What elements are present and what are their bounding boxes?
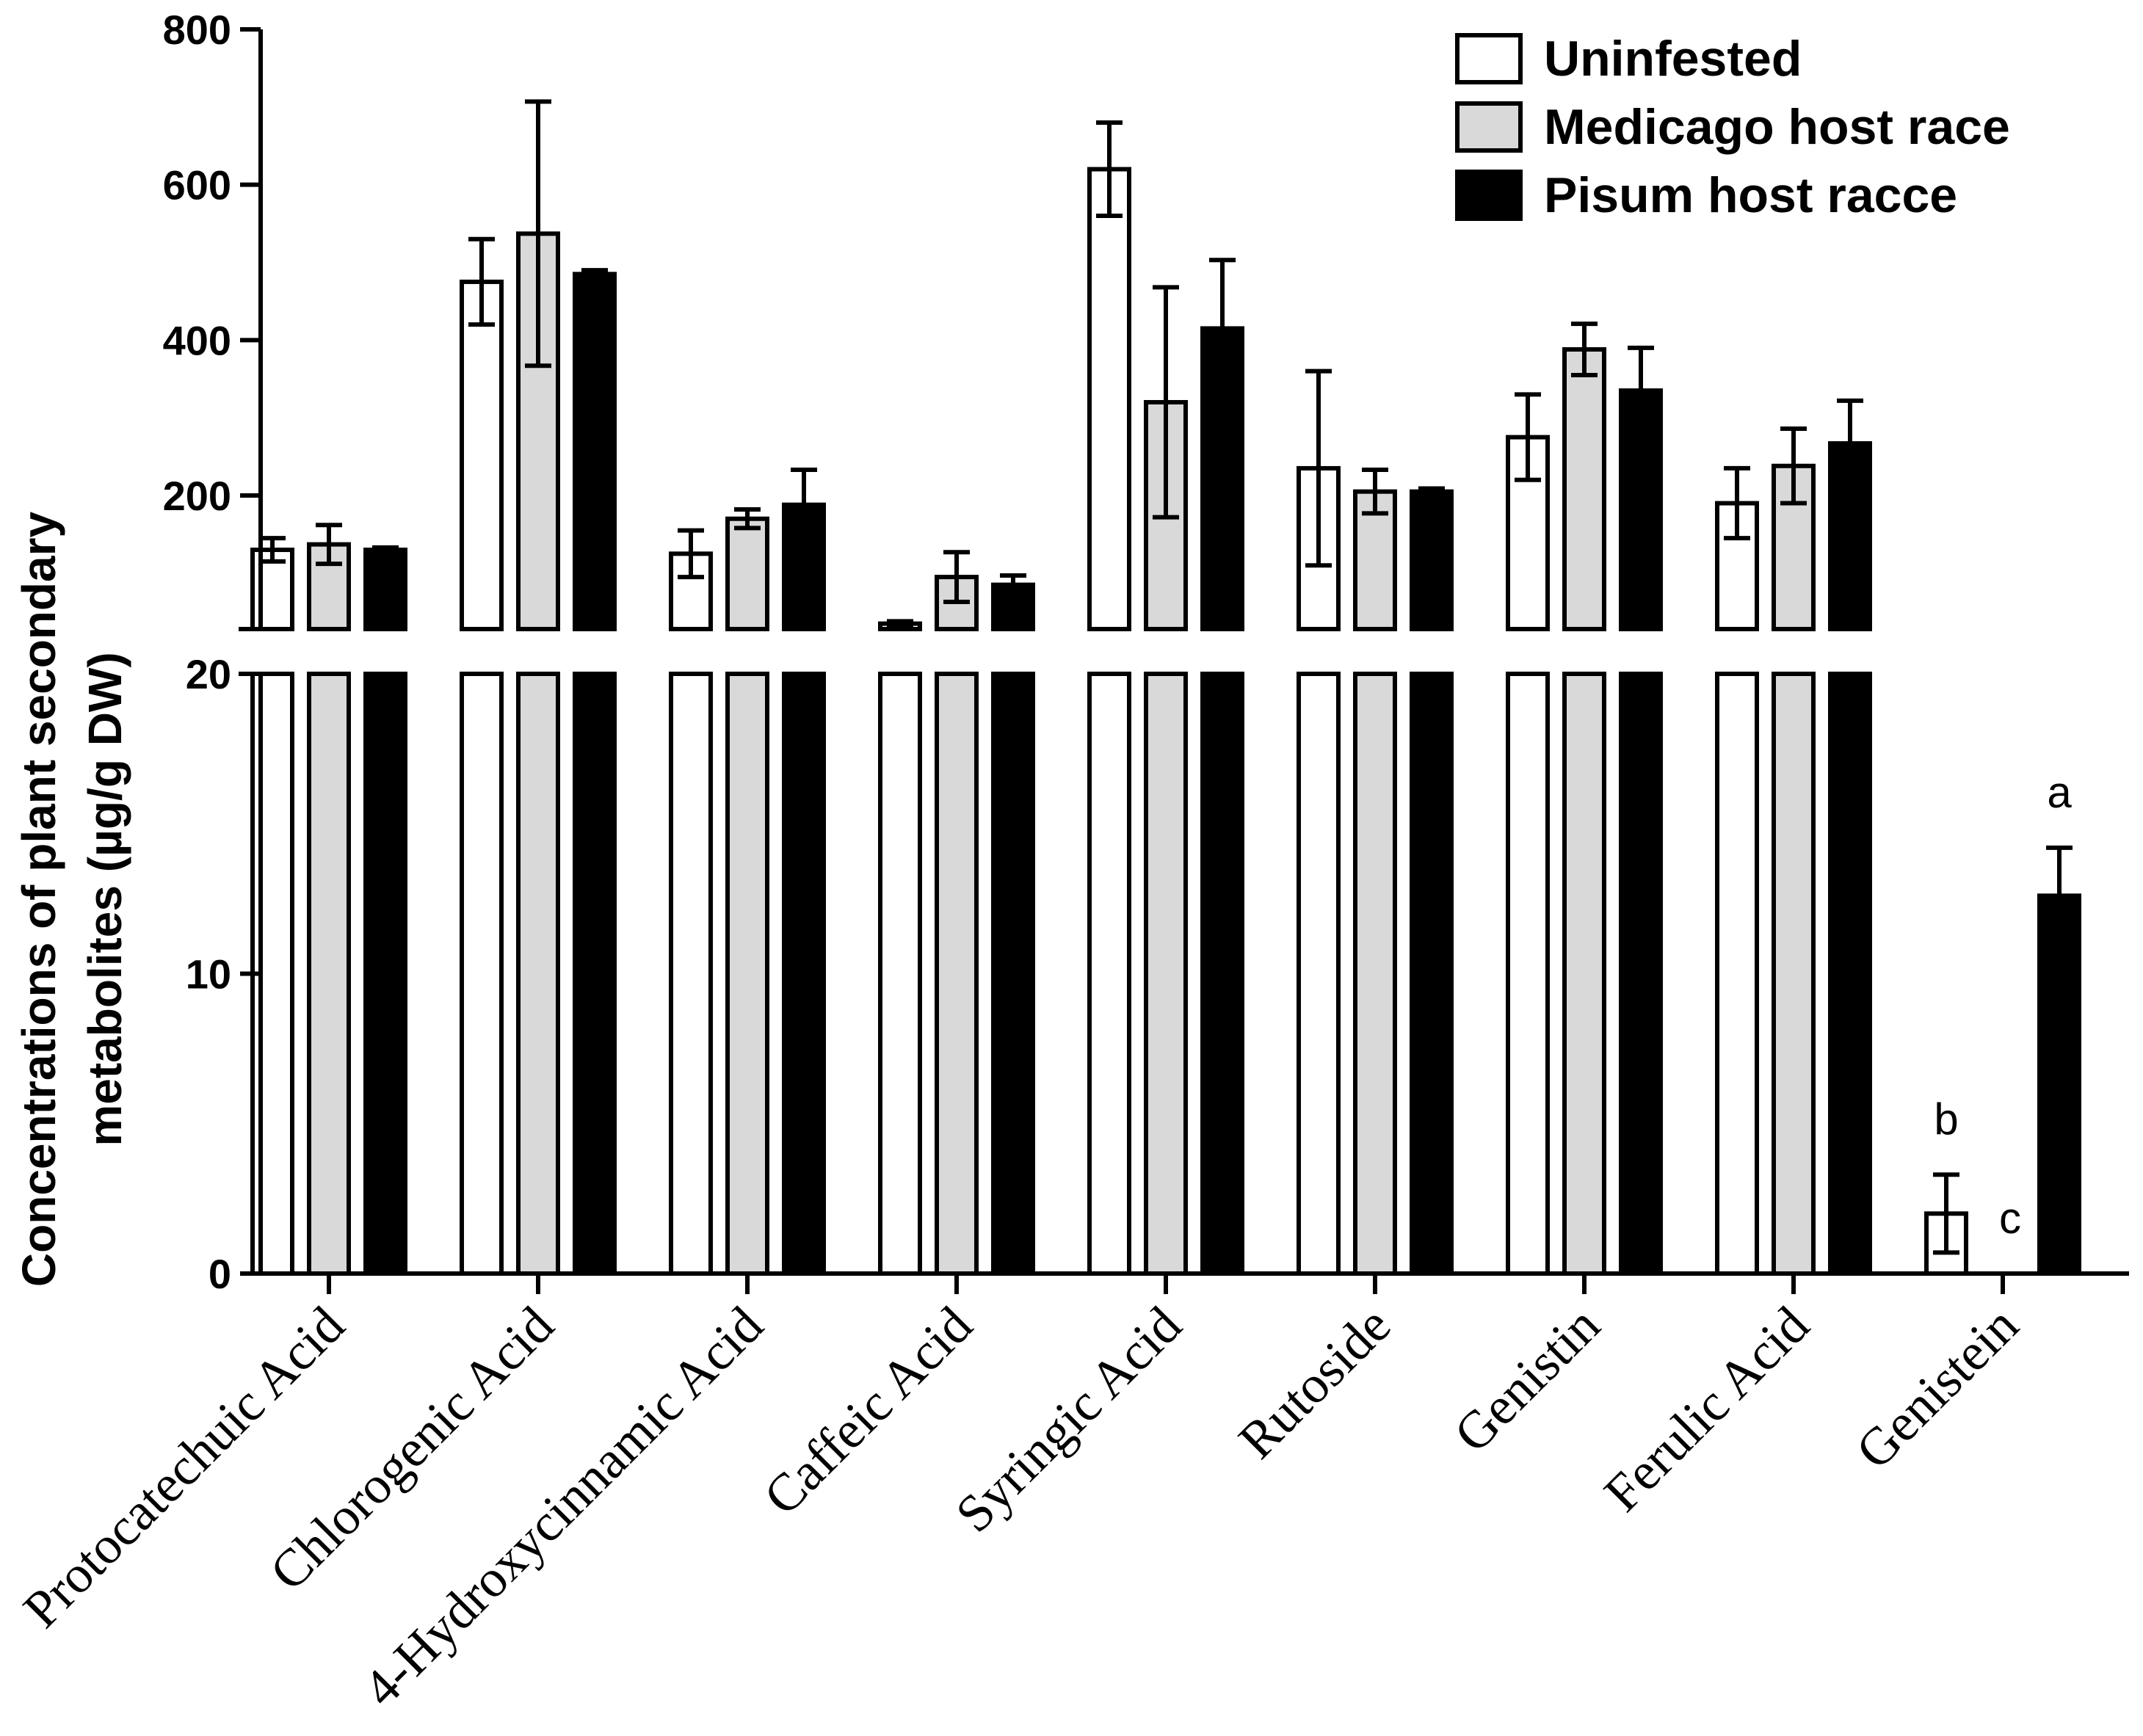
legend-swatch-3	[1455, 170, 1523, 221]
bar-1-5	[1087, 167, 1131, 631]
x-tick-label-7: Genistin	[1443, 1296, 1611, 1464]
bar-1-3-lower	[669, 672, 713, 1276]
axis-break-gap	[231, 631, 2143, 672]
bar-2-6-lower	[1353, 672, 1397, 1276]
bar-2-4-lower	[935, 672, 979, 1276]
legend-label-3: Pisum host racce	[1544, 167, 1957, 223]
significance-label-b: b	[1934, 1094, 1958, 1144]
x-tick-label-8: Ferulic Acid	[1593, 1296, 1821, 1523]
x-tick-label-6: Rutoside	[1228, 1296, 1402, 1470]
bar-1-5-lower	[1087, 672, 1131, 1276]
y-tick-label-lower-10: 10	[186, 951, 231, 998]
bar-3-4-lower	[991, 672, 1035, 1276]
bar-3-5-lower	[1200, 672, 1244, 1276]
legend: Uninfested Medicago host race Pisum host r…	[1455, 31, 2010, 223]
bar-3-7-lower	[1619, 672, 1663, 1276]
bar-1-6-lower	[1297, 672, 1341, 1276]
legend-label-1: Uninfested	[1544, 31, 1802, 87]
bar-3-1-lower	[363, 672, 407, 1276]
bar-3-2	[573, 272, 617, 631]
x-tick-label-5: Syringic Acid	[944, 1296, 1192, 1544]
bar-2-2-lower	[516, 672, 560, 1276]
bar-2-5-lower	[1144, 672, 1188, 1276]
bar-3-1	[363, 548, 407, 631]
y-axis-title-line2: metabolites (µg/g DW)	[79, 652, 131, 1146]
x-tick-label-4: Caffeic Acid	[753, 1296, 983, 1526]
bar-2-7-lower	[1562, 672, 1606, 1276]
bar-3-6	[1410, 489, 1454, 631]
bar-2-1-lower	[307, 672, 351, 1276]
bar-1-8-lower	[1715, 672, 1759, 1276]
significance-label-c: c	[1999, 1194, 2021, 1243]
bar-3-9	[2037, 893, 2081, 1276]
y-tick-label-upper-800: 800	[163, 7, 231, 53]
bar-3-6-lower	[1410, 672, 1454, 1276]
y-tick-label-upper-200: 200	[163, 473, 231, 519]
bar-1-7-lower	[1506, 672, 1550, 1276]
bar-2-3-lower	[725, 672, 769, 1276]
y-axis-title-line1: Concentrations of plant secondary	[12, 512, 65, 1288]
legend-swatch-1	[1455, 33, 1523, 84]
legend-label-2: Medicago host race	[1544, 99, 2010, 155]
legend-swatch-2	[1455, 101, 1523, 153]
bar-1-4-lower	[878, 672, 922, 1276]
bar-3-8-lower	[1828, 672, 1872, 1276]
bar-2-7	[1562, 347, 1606, 631]
x-tick-label-3: 4-Hydroxycinnamic Acid	[352, 1296, 774, 1718]
bar-1-2	[460, 279, 504, 631]
significance-label-a: a	[2047, 768, 2072, 817]
bar-3-3-lower	[782, 672, 826, 1276]
y-tick-label-upper-400: 400	[163, 317, 231, 363]
x-tick-label-9: Genistein	[1845, 1296, 2030, 1481]
bar-3-2-lower	[573, 672, 617, 1276]
bar-2-8-lower	[1772, 672, 1816, 1276]
bar-1-2-lower	[460, 672, 504, 1276]
bar-2-3	[725, 516, 769, 631]
y-tick-label-lower-0: 0	[209, 1251, 231, 1297]
y-axis-title: Concentrations of plant secondary metabo…	[12, 512, 131, 1288]
y-tick-label-lower-20: 20	[186, 651, 231, 697]
y-tick-label-upper-600: 600	[163, 162, 231, 208]
